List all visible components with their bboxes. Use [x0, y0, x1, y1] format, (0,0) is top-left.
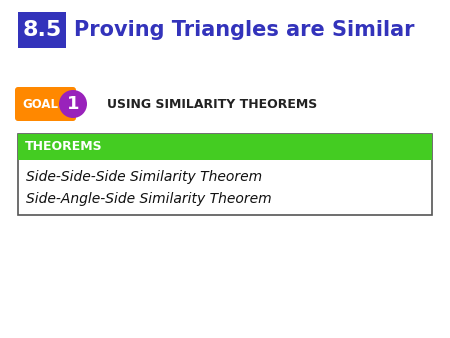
Text: 8.5: 8.5 [22, 20, 62, 40]
Text: USING SIMILARITY THEOREMS: USING SIMILARITY THEOREMS [107, 97, 317, 111]
FancyBboxPatch shape [18, 12, 66, 48]
FancyBboxPatch shape [18, 134, 432, 160]
FancyBboxPatch shape [18, 134, 432, 215]
Circle shape [59, 90, 87, 118]
Text: 1: 1 [67, 95, 79, 113]
Text: THEOREMS: THEOREMS [25, 141, 103, 153]
Text: Proving Triangles are Similar: Proving Triangles are Similar [74, 20, 414, 40]
Text: GOAL: GOAL [22, 97, 58, 111]
Text: Side-Side-Side Similarity Theorem: Side-Side-Side Similarity Theorem [26, 169, 262, 184]
Text: Side-Angle-Side Similarity Theorem: Side-Angle-Side Similarity Theorem [26, 192, 272, 206]
FancyBboxPatch shape [15, 87, 76, 121]
